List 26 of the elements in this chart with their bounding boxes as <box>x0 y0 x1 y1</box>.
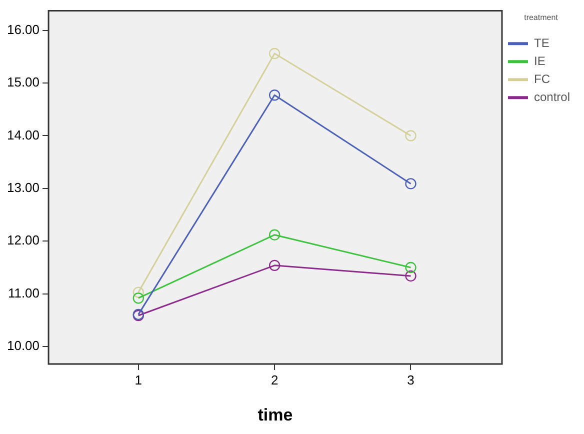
y-tick-label: 12.00 <box>6 232 40 248</box>
x-tick-label: 1 <box>134 372 142 388</box>
y-tick-label: 14.00 <box>6 127 40 142</box>
y-tick-label: 11.00 <box>8 285 40 300</box>
x-tick-label: 3 <box>407 372 414 388</box>
y-tick-label: 13.00 <box>6 180 40 196</box>
point <box>268 260 280 272</box>
point <box>268 90 280 101</box>
point <box>405 178 416 190</box>
y-tick-label: 10.00 <box>6 338 40 354</box>
legend-label: FC <box>534 72 550 86</box>
point <box>132 292 144 304</box>
legend-title: treatment <box>524 13 559 22</box>
legend-label: control <box>534 90 570 104</box>
point <box>405 262 416 274</box>
x-tick-label: 2 <box>270 372 278 388</box>
point <box>268 48 280 60</box>
point <box>405 130 416 142</box>
legend-label: TE <box>534 36 550 50</box>
legend-label: IE <box>534 54 546 68</box>
point <box>268 229 280 240</box>
x-axis-title: time <box>258 405 293 424</box>
point <box>405 270 416 282</box>
y-tick-label: 16.00 <box>6 22 40 37</box>
y-tick-label: 15.00 <box>6 74 40 90</box>
point <box>132 286 144 298</box>
